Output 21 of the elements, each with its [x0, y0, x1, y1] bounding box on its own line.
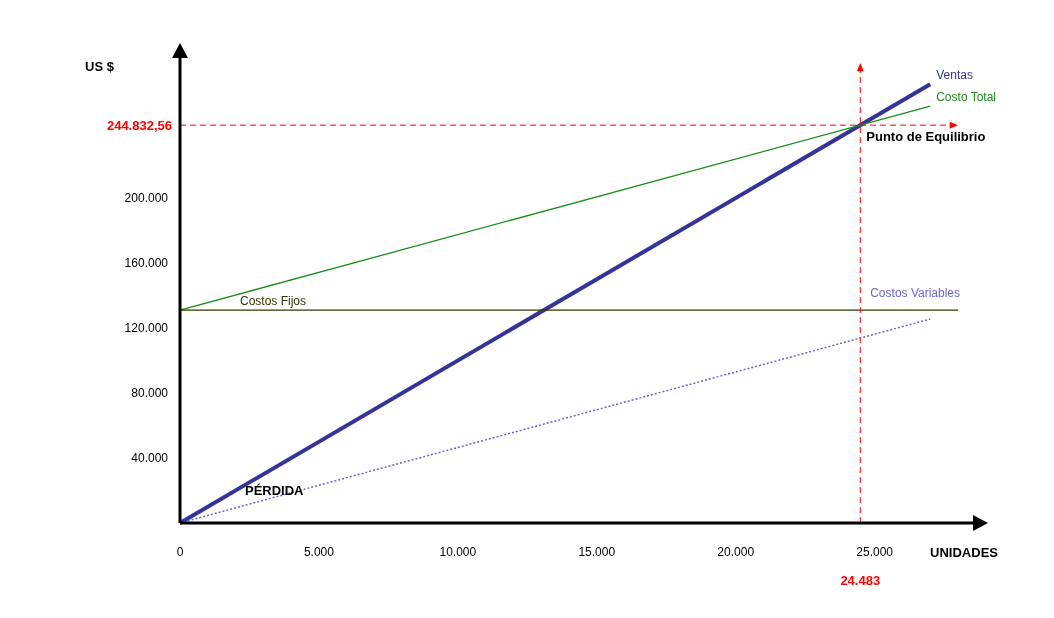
text: Costos Variables: [870, 286, 961, 301]
x-tick-label: 5.000: [303, 545, 335, 559]
y-tick-label: 40.000: [131, 451, 169, 465]
ref-line-label: 244.832,56: [106, 118, 172, 134]
x-tick-label: 15.000: [578, 545, 616, 559]
x-tick-label: 25.000: [856, 545, 894, 559]
x-tick-label: 10.000: [439, 545, 477, 559]
x-axis-title: UNIDADES: [930, 545, 999, 560]
annotation: Punto de Equilibrio: [866, 129, 986, 145]
x-tick-label: 0: [176, 545, 184, 559]
x-tick-label: 20.000: [717, 545, 755, 559]
y-tick-label: 120.000: [124, 321, 169, 335]
y-tick-label: 160.000: [124, 256, 169, 270]
series-label: Costos Fijos: [240, 294, 307, 309]
y-tick-label: 200.000: [124, 191, 169, 205]
y-tick-label: 80.000: [131, 386, 169, 400]
series-label: Costo Total: [936, 90, 997, 105]
series-label: Ventas: [936, 68, 973, 83]
y-axis-title: US $: [85, 59, 115, 74]
ref-line-label: 24.483: [840, 573, 881, 588]
annotation: PÉRDIDA: [245, 483, 305, 498]
